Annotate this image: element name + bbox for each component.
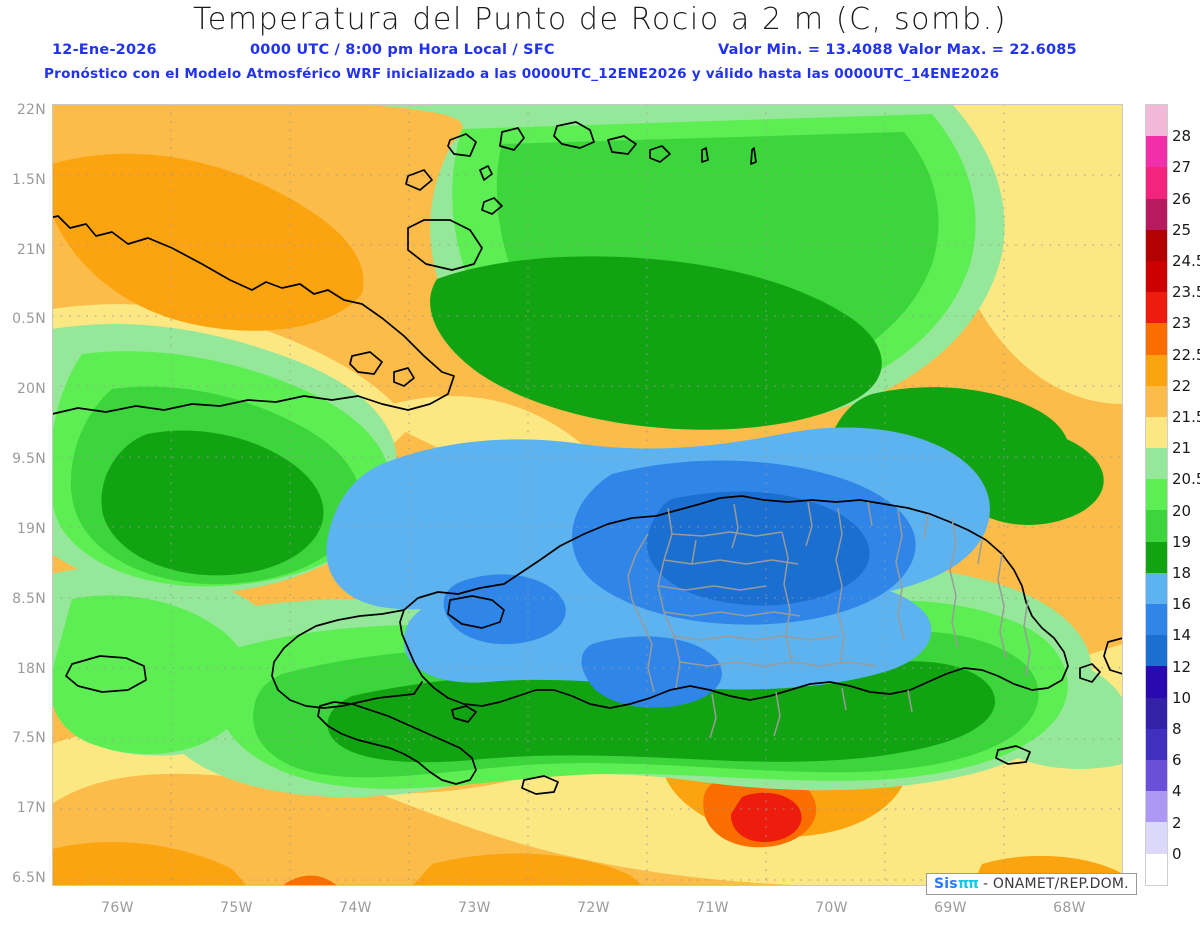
colorbar-band — [1146, 229, 1167, 261]
logo-sis-text: Sis — [934, 876, 958, 892]
colorbar-tick-label: 2 — [1172, 813, 1182, 832]
colorbar-band — [1146, 479, 1167, 511]
colorbar-tick-label: 24.5 — [1172, 252, 1200, 270]
colorbar-band — [1146, 791, 1167, 823]
x-axis-label: 69W — [934, 900, 967, 916]
colorbar[interactable] — [1145, 104, 1168, 886]
colorbar-tick-label: 25 — [1172, 220, 1192, 239]
colorbar-band — [1146, 604, 1167, 636]
colorbar-tick-label: 4 — [1172, 782, 1182, 801]
page-title: Temperatura del Punto de Rocio a 2 m (C,… — [192, 2, 1008, 37]
colorbar-tick-label: 20 — [1172, 501, 1192, 520]
logo-org-text: - ONAMET/REP.DOM. — [982, 876, 1129, 892]
y-axis-label: 0.5N — [12, 311, 46, 328]
colorbar-tick-label: 21.5 — [1172, 408, 1200, 426]
provider-logo: Sis ππ - ONAMET/REP.DOM. — [926, 873, 1137, 895]
y-axis-label: 1.5N — [12, 171, 46, 188]
colorbar-ticks: 2827262524.523.52322.52221.52120.5201918… — [1172, 104, 1200, 886]
x-axis-label: 75W — [220, 900, 253, 916]
colorbar-band — [1146, 323, 1167, 355]
x-axis-label: 68W — [1053, 900, 1086, 916]
colorbar-band — [1146, 198, 1167, 230]
colorbar-band — [1146, 416, 1167, 449]
colorbar-band — [1146, 385, 1167, 417]
y-axis-label: 9.5N — [12, 451, 46, 468]
colorbar-band — [1146, 167, 1167, 199]
value-min-max: Valor Min. = 13.4088 Valor Max. = 22.608… — [718, 42, 1077, 58]
y-axis-label: 18N — [16, 660, 46, 677]
colorbar-band — [1146, 136, 1167, 168]
dewpoint-contour-field — [52, 104, 1123, 886]
colorbar-tick-label: 10 — [1172, 688, 1192, 707]
colorbar-tick-label: 8 — [1172, 720, 1182, 738]
colorbar-band — [1146, 354, 1167, 386]
x-axis-label: 74W — [339, 900, 372, 916]
colorbar-tick-label: 12 — [1172, 657, 1192, 676]
colorbar-band — [1146, 292, 1167, 324]
colorbar-band — [1146, 822, 1167, 854]
colorbar-band — [1146, 853, 1167, 885]
x-axis-label: 72W — [577, 900, 610, 916]
colorbar-band — [1146, 510, 1167, 542]
colorbar-band — [1146, 759, 1167, 792]
colorbar-tick-label: 23.5 — [1172, 283, 1200, 302]
colorbar-band — [1146, 666, 1167, 698]
y-axis-label: 19N — [16, 520, 46, 537]
x-axis-label: 73W — [458, 900, 491, 916]
logo-tt-icon: ππ — [957, 876, 979, 892]
colorbar-tick-label: 19 — [1172, 532, 1192, 551]
forecast-cycle: 0000 UTC / 8:00 pm Hora Local / SFC — [250, 42, 555, 58]
x-axis-label: 70W — [815, 900, 848, 916]
y-axis-label: 21N — [16, 241, 46, 258]
y-axis-label: 6.5N — [12, 870, 46, 887]
colorbar-tick-label: 18 — [1172, 564, 1192, 582]
colorbar-band — [1146, 572, 1167, 604]
colorbar-band — [1146, 260, 1167, 293]
colorbar-band — [1146, 635, 1167, 667]
colorbar-tick-label: 21 — [1172, 439, 1192, 458]
colorbar-band — [1146, 448, 1167, 480]
forecast-date: 12-Ene-2026 — [52, 42, 157, 58]
colorbar-tick-label: 27 — [1172, 158, 1192, 177]
colorbar-band — [1146, 541, 1167, 573]
model-description: Pronóstico con el Modelo Atmosférico WRF… — [44, 66, 1000, 82]
map-plot-area[interactable] — [52, 104, 1123, 886]
colorbar-band — [1146, 697, 1167, 729]
colorbar-tick-label: 22 — [1172, 376, 1192, 395]
colorbar-tick-label: 14 — [1172, 626, 1192, 645]
colorbar-tick-label: 16 — [1172, 595, 1192, 614]
colorbar-tick-label: 28 — [1172, 127, 1192, 146]
x-axis-label: 76W — [101, 900, 134, 916]
colorbar-tick-label: 20.5 — [1172, 470, 1200, 489]
colorbar-tick-label: 0 — [1172, 844, 1182, 863]
colorbar-tick-label: 26 — [1172, 189, 1192, 208]
colorbar-tick-label: 23 — [1172, 314, 1192, 333]
y-axis-label: 22N — [16, 101, 46, 118]
colorbar-tick-label: 6 — [1172, 751, 1182, 770]
y-axis-label: 20N — [16, 381, 46, 398]
colorbar-tick-label: 22.5 — [1172, 345, 1200, 364]
colorbar-band — [1146, 105, 1167, 137]
y-axis-label: 7.5N — [12, 730, 46, 747]
map-header: Temperatura del Punto de Rocio a 2 m (C,… — [0, 0, 1200, 96]
y-axis-label: 8.5N — [12, 590, 46, 607]
x-axis-label: 71W — [696, 900, 729, 916]
y-axis-label: 17N — [16, 800, 46, 817]
colorbar-band — [1146, 728, 1167, 760]
